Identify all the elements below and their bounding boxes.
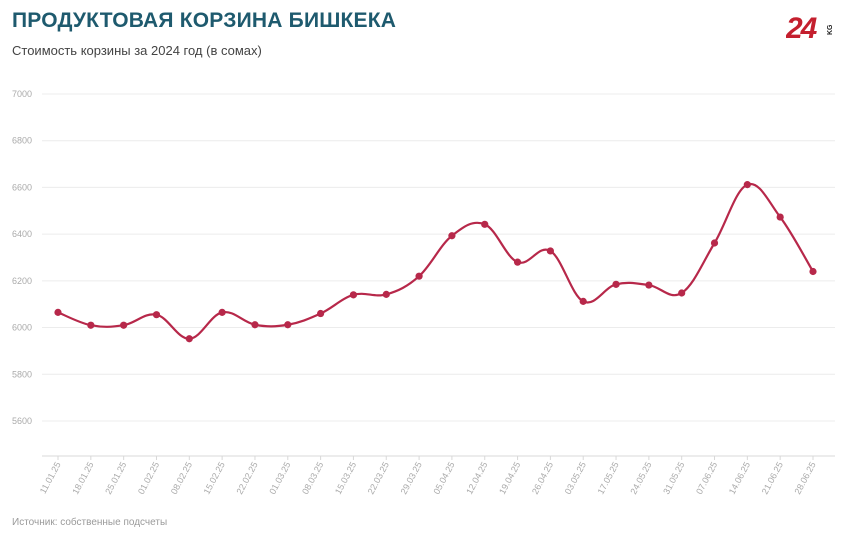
data-point[interactable] — [185, 335, 193, 343]
y-tick-label: 6600 — [12, 182, 32, 192]
y-tick-label: 6000 — [12, 323, 32, 333]
data-point[interactable] — [152, 311, 161, 319]
x-tick-label: 15.02.25 — [202, 460, 227, 496]
x-tick-label: 29.03.25 — [399, 460, 424, 496]
data-point[interactable] — [776, 213, 784, 221]
x-tick-label: 21.06.25 — [760, 460, 785, 496]
data-point[interactable] — [448, 232, 456, 240]
grid-lines — [42, 93, 835, 457]
data-point[interactable] — [382, 290, 390, 298]
data-point[interactable] — [612, 280, 620, 288]
x-tick-label: 14.06.25 — [727, 460, 752, 496]
data-point[interactable] — [218, 308, 226, 316]
x-tick-label: 25.01.25 — [103, 460, 128, 496]
x-tick-label: 11.01.25 — [38, 460, 63, 495]
y-tick-label: 6400 — [12, 229, 32, 239]
x-tick-label: 01.03.25 — [267, 460, 292, 496]
data-point[interactable] — [120, 321, 128, 329]
logo-suffix: KG — [827, 24, 834, 35]
x-tick-label: 28.06.25 — [792, 460, 817, 496]
x-tick-label: 08.02.25 — [169, 460, 194, 496]
data-point[interactable] — [87, 321, 95, 329]
data-point[interactable] — [710, 239, 719, 247]
data-point[interactable] — [678, 289, 686, 297]
data-point[interactable] — [251, 321, 259, 329]
y-axis: 5600 5800 6000 6200 6400 6600 6800 7000 — [12, 89, 32, 426]
chart-subtitle: Стоимость корзины за 2024 год (в сомах) — [12, 43, 262, 58]
x-tick-label: 01.02.25 — [136, 460, 161, 496]
24kg-logo-icon: 24 KG — [786, 12, 834, 43]
source-note: Источник: собственные подсчеты — [12, 517, 168, 528]
y-tick-label: 5800 — [12, 369, 32, 379]
y-tick-label: 6800 — [12, 136, 32, 146]
data-point[interactable] — [284, 321, 292, 329]
data-point[interactable] — [546, 247, 554, 255]
x-tick-label: 07.06.25 — [694, 460, 719, 496]
data-point[interactable] — [349, 291, 358, 299]
chart-title: ПРОДУКТОВАЯ КОРЗИНА БИШКЕКА — [12, 9, 397, 32]
y-tick-label: 7000 — [12, 89, 32, 99]
data-point[interactable] — [481, 220, 489, 228]
logo-number: 24 — [786, 12, 818, 43]
data-point[interactable] — [54, 308, 62, 316]
x-tick-label: 22.02.25 — [234, 460, 259, 496]
x-tick-label: 12.04.25 — [464, 460, 489, 496]
data-points — [54, 181, 817, 343]
series-line — [57, 182, 814, 340]
data-point[interactable] — [743, 181, 751, 189]
data-point[interactable] — [579, 297, 587, 305]
x-tick-label: 18.01.25 — [70, 460, 95, 496]
x-tick-label: 05.04.25 — [431, 460, 456, 496]
x-tick-label: 08.03.25 — [300, 460, 325, 496]
x-tick-label: 15.03.25 — [333, 460, 358, 496]
x-tick-label: 31.05.25 — [661, 460, 686, 496]
y-tick-label: 5600 — [12, 416, 32, 426]
data-point[interactable] — [645, 281, 653, 289]
x-tick-label: 24.05.25 — [628, 460, 653, 496]
data-point[interactable] — [415, 272, 423, 280]
x-tick-label: 17.05.25 — [596, 460, 621, 496]
data-point[interactable] — [809, 267, 817, 276]
data-point[interactable] — [513, 258, 522, 266]
x-tick-label: 19.04.25 — [497, 460, 522, 496]
data-point[interactable] — [317, 309, 325, 318]
x-tick-label: 03.05.25 — [563, 460, 588, 496]
x-axis: 11.01.25 18.01.25 25.01.25 01.02.25 08.02.25… — [38, 456, 818, 496]
y-tick-label: 6200 — [12, 276, 32, 286]
x-tick-label: 26.04.25 — [530, 460, 555, 496]
x-tick-label: 22.03.25 — [366, 460, 391, 496]
